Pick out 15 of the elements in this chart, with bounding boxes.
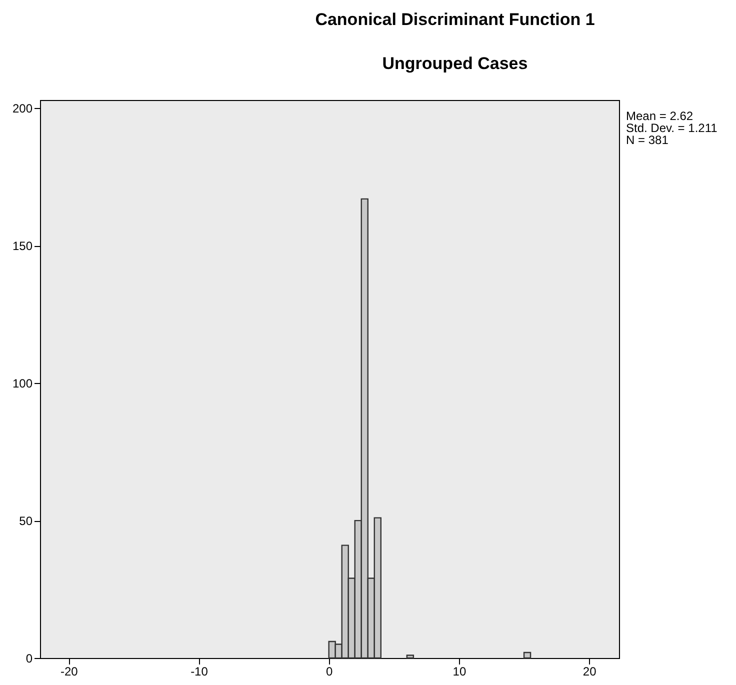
x-tick-label: 10: [452, 664, 466, 678]
x-tick-label: -20: [60, 664, 78, 678]
x-tick-label: 0: [326, 664, 334, 678]
y-tick-label: 100: [12, 376, 33, 391]
y-tick-label: 50: [19, 514, 33, 528]
text: Std. Dev. = 1.211: [626, 121, 718, 135]
text: Mean = 2.62: [626, 109, 694, 123]
chart-title: Canonical Discriminant Function 1: [314, 10, 596, 30]
text: N = 381: [626, 133, 670, 147]
x-tick-label: -10: [190, 664, 208, 678]
x-tick-label: 20: [582, 664, 597, 678]
y-tick-label: 0: [26, 652, 33, 666]
chart-subtitle: Ungrouped Cases: [381, 54, 529, 74]
y-tick-label: 150: [12, 239, 33, 254]
y-tick-label: 200: [12, 102, 33, 116]
